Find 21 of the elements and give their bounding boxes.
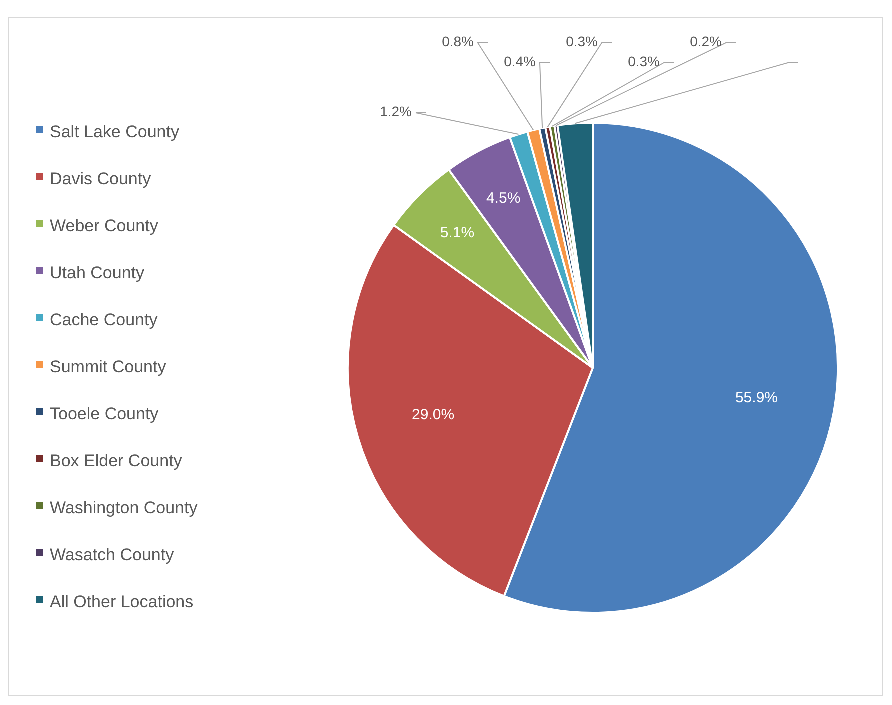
data-label: 4.5% — [486, 190, 521, 208]
legend-label: Summit County — [50, 357, 167, 376]
legend-label: Cache County — [50, 310, 158, 330]
legend-label: Washington County — [50, 498, 198, 518]
data-label: 0.3% — [628, 54, 660, 70]
data-label: 29.0% — [412, 406, 455, 424]
legend-label: All Other Locations — [50, 592, 194, 612]
legend-label: Wasatch County — [50, 545, 175, 564]
legend-label: Weber County — [50, 216, 159, 236]
legend-label: Tooele County — [50, 404, 160, 424]
data-label: 5.1% — [440, 224, 475, 242]
legend-label: Box Elder County — [50, 451, 183, 470]
data-label: 0.8% — [442, 34, 474, 50]
data-label: 55.9% — [735, 390, 778, 407]
data-label: 0.4% — [504, 54, 536, 70]
data-label: 1.2% — [380, 104, 412, 120]
data-label: 0.2% — [690, 34, 722, 50]
legend-label: Salt Lake County — [50, 122, 180, 142]
legend-label: Utah County — [50, 263, 145, 282]
legend-label: Davis County — [50, 169, 152, 188]
data-label: 0.3% — [566, 34, 598, 50]
